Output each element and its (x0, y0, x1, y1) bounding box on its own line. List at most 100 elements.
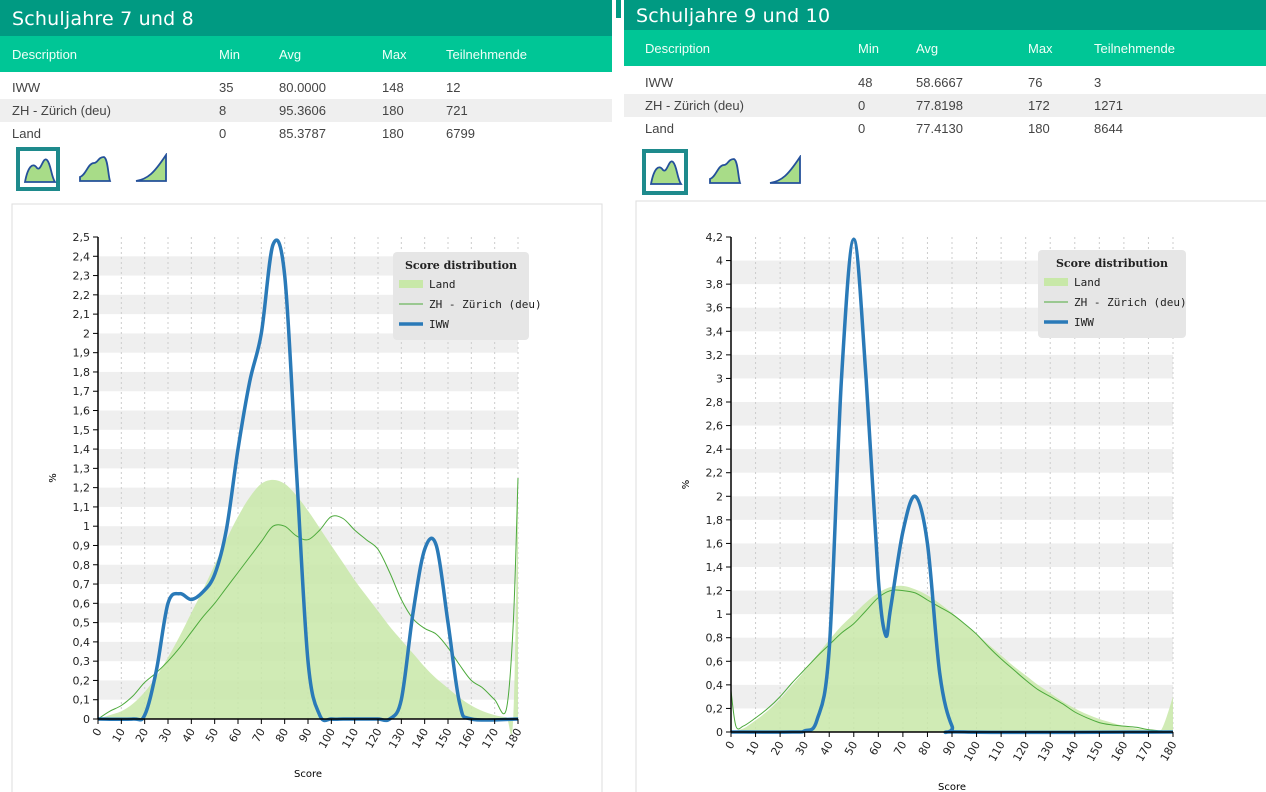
y-tick-label: 1,8 (706, 514, 724, 527)
legend-swatch-land (399, 280, 423, 288)
y-tick-label: 1,2 (73, 482, 91, 495)
panel-title: Schuljahre 9 und 10 (624, 0, 1266, 30)
cell-max: 180 (1028, 121, 1050, 136)
cell-max: 172 (1028, 98, 1050, 113)
chart-legend: Score distribution Land ZH - Zürich (deu) I… (393, 252, 542, 340)
chart-legend: Score distribution Land ZH - Zürich (deu) I… (1038, 250, 1187, 338)
col-description: Description (645, 40, 711, 56)
col-max: Max (382, 46, 407, 62)
x-tick-label: 0 (90, 726, 105, 739)
cell-avg: 77.4130 (916, 121, 963, 136)
cell-min: 0 (858, 98, 866, 113)
x-tick-label: 120 (1011, 739, 1033, 764)
cell-teilnehmende: 3 (1094, 75, 1102, 90)
y-tick-label: 0,7 (73, 578, 91, 591)
cell-avg: 80.0000 (279, 80, 326, 95)
x-tick-label: 180 (503, 726, 525, 751)
cell-description: Land (645, 121, 674, 136)
col-min: Min (219, 46, 240, 62)
y-tick-label: 1 (83, 520, 90, 533)
x-tick-label: 130 (386, 726, 408, 751)
cell-min: 0 (858, 121, 866, 136)
distribution-curve-icon[interactable] (72, 147, 116, 191)
legend-swatch-land (1044, 278, 1068, 286)
grid-band (731, 307, 1173, 332)
cell-description: ZH - Zürich (deu) (12, 103, 111, 118)
cell-min: 35 (219, 80, 234, 95)
y-tick-label: 2,4 (706, 443, 724, 456)
cumulative-curve-icon[interactable] (128, 147, 172, 191)
y-tick-label: 0,5 (73, 617, 91, 630)
cell-description: Land (12, 126, 41, 141)
legend-title: Score distribution (1056, 257, 1168, 270)
y-tick-label: 0,6 (73, 597, 91, 610)
grid-band (731, 260, 1173, 285)
x-tick-label: 100 (316, 726, 338, 751)
x-tick-label: 140 (1060, 739, 1082, 764)
grid-band (731, 354, 1173, 379)
cell-teilnehmende: 12 (446, 80, 461, 95)
grid-band (731, 684, 1173, 709)
x-tick-label: 110 (340, 726, 362, 751)
col-avg: Avg (279, 46, 302, 62)
y-tick-label: 0 (716, 726, 723, 739)
x-tick-label: 20 (768, 739, 786, 758)
cell-description: IWW (12, 80, 41, 95)
col-avg: Avg (916, 40, 939, 56)
x-axis-label: Score (294, 769, 322, 780)
y-tick-label: 4 (716, 255, 723, 268)
y-tick-label: 3 (716, 372, 723, 385)
legend-label: Land (1074, 276, 1101, 289)
series-zh-line (730, 589, 1174, 733)
distribution-area-icon[interactable] (642, 149, 688, 195)
x-tick-label: 70 (891, 739, 909, 758)
cell-avg: 58.6667 (916, 75, 963, 90)
x-tick-label: 80 (273, 726, 291, 745)
table-header: Description Min Avg Max Teilnehmende (624, 30, 1266, 66)
x-tick-label: 40 (180, 726, 198, 745)
y-tick-label: 0,4 (73, 636, 91, 649)
table-row: ZH - Zürich (deu) 0 77.8198 172 1271 (624, 94, 1266, 117)
y-tick-label: 1,7 (73, 385, 91, 398)
grid-band (731, 590, 1173, 615)
y-tick-label: 1,5 (73, 424, 91, 437)
y-tick-label: 2,6 (706, 420, 724, 433)
x-tick-label: 160 (456, 726, 478, 751)
legend-title: Score distribution (405, 259, 517, 272)
cell-max: 180 (382, 126, 404, 141)
cell-description: IWW (645, 75, 674, 90)
series-iww-line (97, 238, 519, 723)
table-header: Description Min Avg Max Teilnehmende (0, 36, 612, 72)
series-iww-line (730, 237, 1174, 735)
y-tick-label: 1,4 (73, 443, 91, 456)
x-tick-label: 70 (250, 726, 268, 745)
y-tick-label: 2,1 (73, 308, 91, 321)
cell-teilnehmende: 1271 (1094, 98, 1123, 113)
x-tick-label: 60 (226, 726, 244, 745)
legend-label: ZH - Zürich (deu) (1074, 296, 1187, 309)
y-tick-label: 3,8 (706, 278, 724, 291)
distribution-area-icon[interactable] (16, 147, 60, 191)
cell-description: ZH - Zürich (deu) (645, 98, 744, 113)
x-tick-label: 170 (1133, 739, 1155, 764)
cumulative-curve-icon[interactable] (762, 149, 806, 193)
y-tick-label: 0,8 (706, 632, 724, 645)
x-tick-label: 140 (410, 726, 432, 751)
y-tick-label: 4,2 (706, 231, 724, 244)
cell-avg: 85.3787 (279, 126, 326, 141)
y-tick-label: 2,8 (706, 396, 724, 409)
table-row: IWW 48 58.6667 76 3 (624, 71, 1266, 94)
col-teilnehmende: Teilnehmende (446, 46, 527, 62)
score-distribution-chart-7-8: 0 0,1 0,2 0,3 0,4 0,5 0,6 0,7 0,8 0,9 1 1,1 1,2 1,3 1,… (11, 203, 603, 792)
x-tick-label: 180 (1158, 739, 1180, 764)
x-tick-label: 80 (916, 739, 934, 758)
x-tick-label: 120 (363, 726, 385, 751)
y-tick-label: 0,2 (706, 702, 724, 715)
chart-frame (11, 203, 603, 792)
y-tick-label: 0,9 (73, 539, 91, 552)
table-row: Land 0 77.4130 180 8644 (624, 117, 1266, 140)
grid-band (731, 402, 1173, 426)
distribution-curve-icon[interactable] (702, 149, 746, 193)
col-max: Max (1028, 40, 1053, 56)
y-tick-label: 2 (716, 490, 723, 503)
